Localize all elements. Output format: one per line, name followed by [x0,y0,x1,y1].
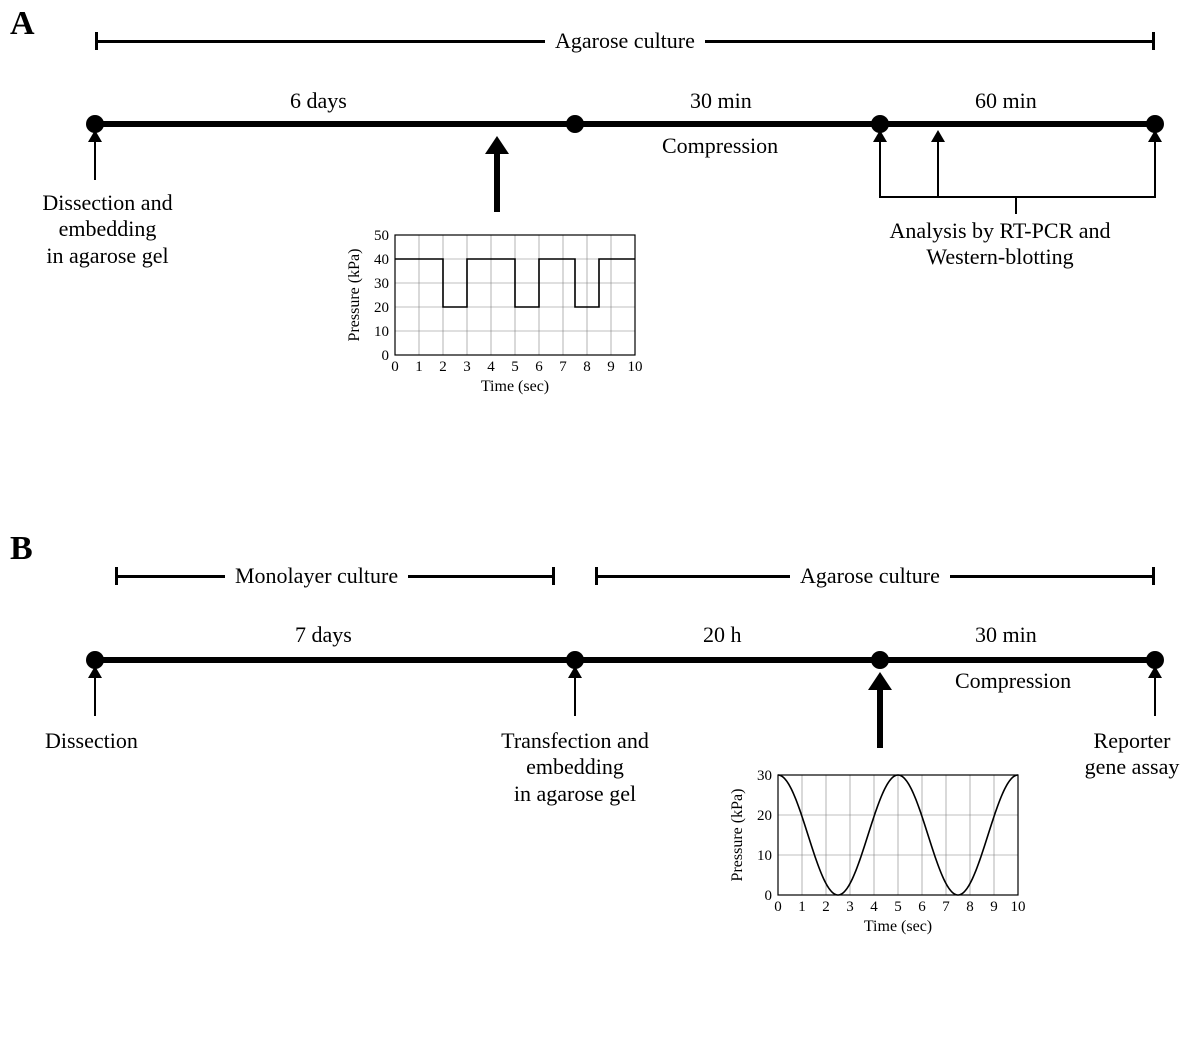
chart-svg: 0123456789100102030Time (sec)Pressure (k… [728,765,1028,935]
svg-text:30: 30 [757,768,772,784]
event-b-start: Dissection [45,728,138,754]
svg-text:Time (sec): Time (sec) [864,918,932,935]
event-b-mid: Transfection and embedding in agarose ge… [415,728,735,807]
svg-text:9: 9 [990,899,998,915]
arrow-b-mid [574,676,576,716]
bracket-b1-label: Monolayer culture [225,563,408,589]
svg-text:Pressure (kPa): Pressure (kPa) [729,789,746,882]
arrow-b-start [94,676,96,716]
phase-b-sub: Compression [955,668,1071,694]
bracket-b2-label: Agarose culture [790,563,950,589]
phase-b-0: 7 days [295,622,352,648]
svg-text:8: 8 [966,899,974,915]
bracket-b2-tick-r [1152,567,1155,585]
svg-text:0: 0 [774,899,782,915]
chart-b: 0123456789100102030Time (sec)Pressure (k… [728,765,1028,935]
svg-text:10: 10 [1011,899,1026,915]
arrow-b-chart [877,686,883,748]
svg-text:4: 4 [870,899,878,915]
svg-text:7: 7 [942,899,950,915]
node-b-2 [871,651,889,669]
event-b-end: Reporter gene assay [1072,728,1192,781]
phase-b-1: 20 h [703,622,742,648]
svg-text:6: 6 [918,899,926,915]
timeline-b [95,657,1155,663]
svg-text:10: 10 [757,848,772,864]
bracket-b1-tick-r [552,567,555,585]
svg-text:20: 20 [757,808,772,824]
svg-text:1: 1 [798,899,806,915]
bracket-b1-tick-l [115,567,118,585]
bracket-b2-tick-l [595,567,598,585]
arrow-b-end [1154,676,1156,716]
panel-b: Monolayer culture Agarose culture 7 days… [0,0,1200,1042]
phase-b-2: 30 min [975,622,1037,648]
svg-text:0: 0 [765,888,773,904]
svg-text:3: 3 [846,899,854,915]
svg-text:5: 5 [894,899,902,915]
svg-text:2: 2 [822,899,830,915]
